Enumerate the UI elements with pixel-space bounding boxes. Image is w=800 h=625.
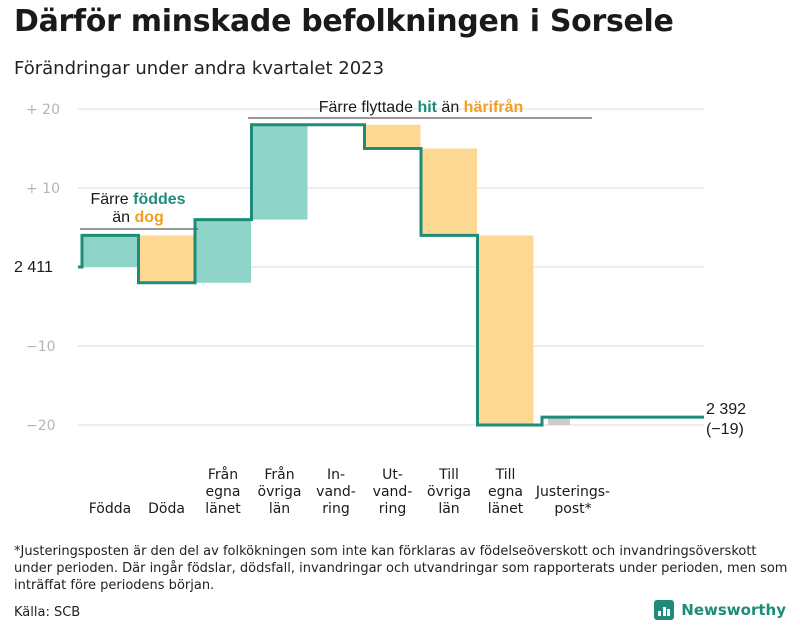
category-label-3: Från egna länet: [205, 466, 241, 517]
category-label-2: Döda: [148, 501, 185, 517]
source: Källa: SCB: [14, 605, 81, 620]
end-value-label: 2 392: [706, 401, 746, 418]
y-axis-ticks: + 20 + 10 −10 −20: [26, 102, 60, 434]
gridlines: [78, 108, 704, 426]
annotation-moved-hit: hit: [417, 99, 437, 116]
category-label-9: Justerings-post*: [535, 484, 610, 517]
bar-3: [195, 219, 251, 283]
category-label-5: In-vand-ring: [316, 467, 356, 517]
step-line: [78, 123, 704, 427]
category-label-4: Från övriga län: [258, 466, 302, 517]
annotation-moved-harifran: härifrån: [464, 98, 524, 116]
bar-4: [251, 124, 308, 220]
category-label-6: Ut-vand-ring: [373, 467, 413, 517]
y-tick-label: + 10: [26, 181, 60, 197]
annotation-moved: Färre flyttade hit än härifrån: [319, 98, 524, 116]
category-label-7: Till övriga län: [427, 467, 471, 517]
brand-logo: Newsworthy: [654, 600, 786, 620]
footnote: *Justeringsposten är den del av folkökni…: [14, 544, 788, 593]
category-label-8: Till egna länet: [488, 467, 524, 517]
annotation-brackets: [80, 117, 592, 230]
annotation-born-pre: Färre: [90, 191, 133, 208]
waterfall-chart: + 20 + 10 −10 −20 Födda Döda Från egna länet Frå…: [14, 98, 746, 517]
annotation-moved-mid: än: [437, 99, 464, 116]
newsworthy-logo-icon: [654, 600, 675, 620]
chart-title: Därför minskade befolkningen i Sorsele: [14, 4, 674, 39]
category-labels: Födda Döda Från egna länet Från övriga län In-va…: [89, 466, 610, 517]
y-tick-label: −20: [26, 418, 56, 434]
annotation-died-pre: än: [112, 209, 134, 226]
annotation-born-line2: än dog: [112, 209, 164, 226]
annotation-born-line1: Färre föddes: [90, 191, 185, 208]
annotation-born-bold: föddes: [133, 191, 186, 208]
y-tick-label: + 20: [26, 102, 60, 118]
bar-1: [82, 235, 138, 267]
bar-8: [477, 235, 534, 425]
bar-6: [364, 124, 421, 149]
bars: [82, 124, 570, 425]
end-change-label: (−19): [706, 421, 744, 438]
chart-subtitle: Förändringar under andra kvartalet 2023: [14, 58, 385, 79]
bar-2: [138, 235, 195, 283]
brand-name: Newsworthy: [681, 601, 786, 619]
y-tick-label: −10: [26, 339, 56, 355]
bar-7: [421, 148, 477, 236]
bar-9: [548, 417, 570, 425]
step-line-group: [78, 123, 704, 427]
annotation-moved-pre: Färre flyttade: [319, 99, 418, 116]
category-label-1: Födda: [89, 501, 131, 517]
start-value-label: 2 411: [14, 259, 53, 276]
annotation-died-bold: dog: [134, 209, 163, 226]
